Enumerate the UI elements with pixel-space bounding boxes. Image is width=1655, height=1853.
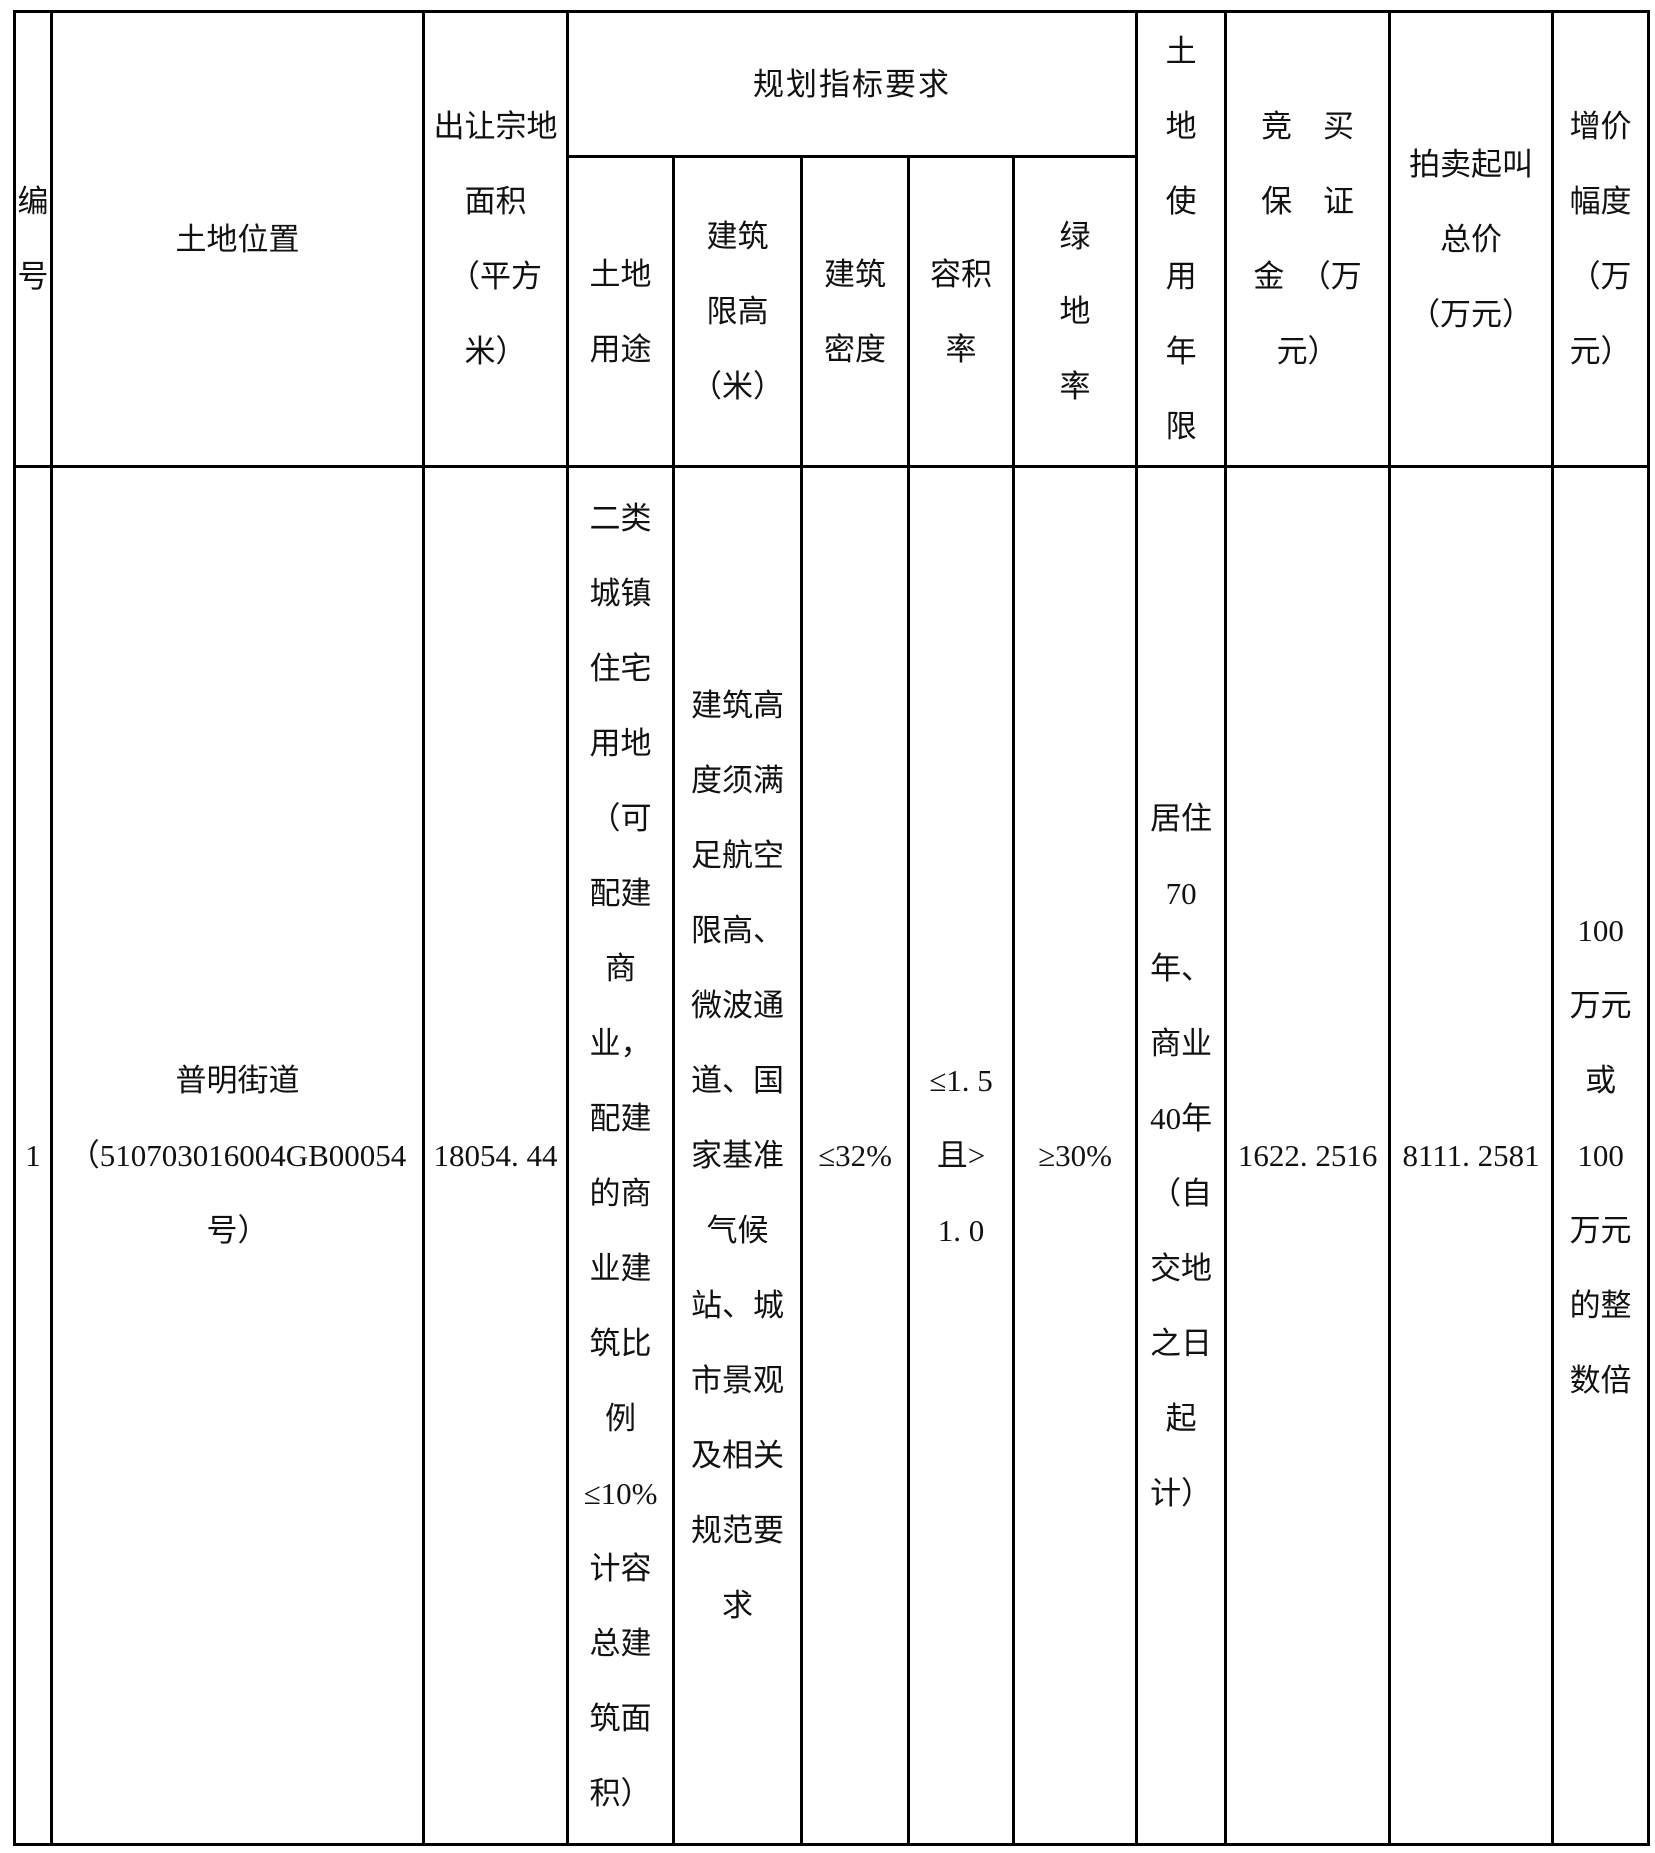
header-auction-start-price: 拍卖起叫 总价 （万元）	[1388, 10, 1555, 468]
header-parcel-area: 出让宗地 面积 （平方 米）	[422, 10, 569, 468]
cell-auction-start-price: 8111. 2581	[1388, 465, 1555, 1846]
header-land-use-tenure: 土 地 使 用 年 限	[1135, 10, 1228, 468]
header-building-height-limit: 建筑 限高 （米）	[672, 155, 803, 468]
header-price-increment: 增价 幅度 （万 元）	[1551, 10, 1651, 468]
cell-green-space-ratio: ≥30%	[1011, 465, 1139, 1846]
table-row: 1 普明街道 （510703016004GB00054 号） 18054. 44…	[13, 465, 1651, 1846]
cell-land-location: 普明街道 （510703016004GB00054 号）	[50, 465, 425, 1846]
cell-building-height-limit: 建筑高 度须满 足航空 限高、 微波通 道、国 家基准 气候 站、城 市景观 及…	[672, 465, 803, 1846]
cell-parcel-area: 18054. 44	[422, 465, 569, 1846]
land-auction-table: 编 号 土地位置 出让宗地 面积 （平方 米） 规划指标要求 土 地 使 用 年…	[13, 10, 1651, 1846]
cell-building-density: ≤32%	[800, 465, 910, 1846]
cell-serial-number: 1	[13, 465, 53, 1846]
header-serial-number: 编 号	[13, 10, 53, 468]
cell-land-use: 二类 城镇 住宅 用地 （可 配建 商 业， 配建 的商 业建 筑比 例 ≤10…	[566, 465, 675, 1846]
header-planning-requirements-group: 规划指标要求	[565, 10, 1139, 158]
cell-bid-deposit: 1622. 2516	[1224, 465, 1392, 1846]
cell-price-increment: 100 万元 或 100 万元 的整 数倍	[1551, 465, 1651, 1846]
cell-land-use-tenure: 居住 70 年、 商业 40年 （自 交地 之日 起 计）	[1135, 465, 1228, 1846]
cell-floor-area-ratio: ≤1. 5 且> 1. 0	[907, 465, 1015, 1846]
header-bid-deposit: 竞 买 保 证 金 （万 元）	[1224, 10, 1392, 468]
header-building-density: 建筑 密度	[800, 155, 910, 468]
header-green-space-ratio: 绿 地 率	[1011, 155, 1139, 468]
header-floor-area-ratio: 容积 率	[907, 155, 1015, 468]
header-land-use: 土地 用途	[566, 155, 675, 468]
header-land-location: 土地位置	[50, 10, 425, 468]
